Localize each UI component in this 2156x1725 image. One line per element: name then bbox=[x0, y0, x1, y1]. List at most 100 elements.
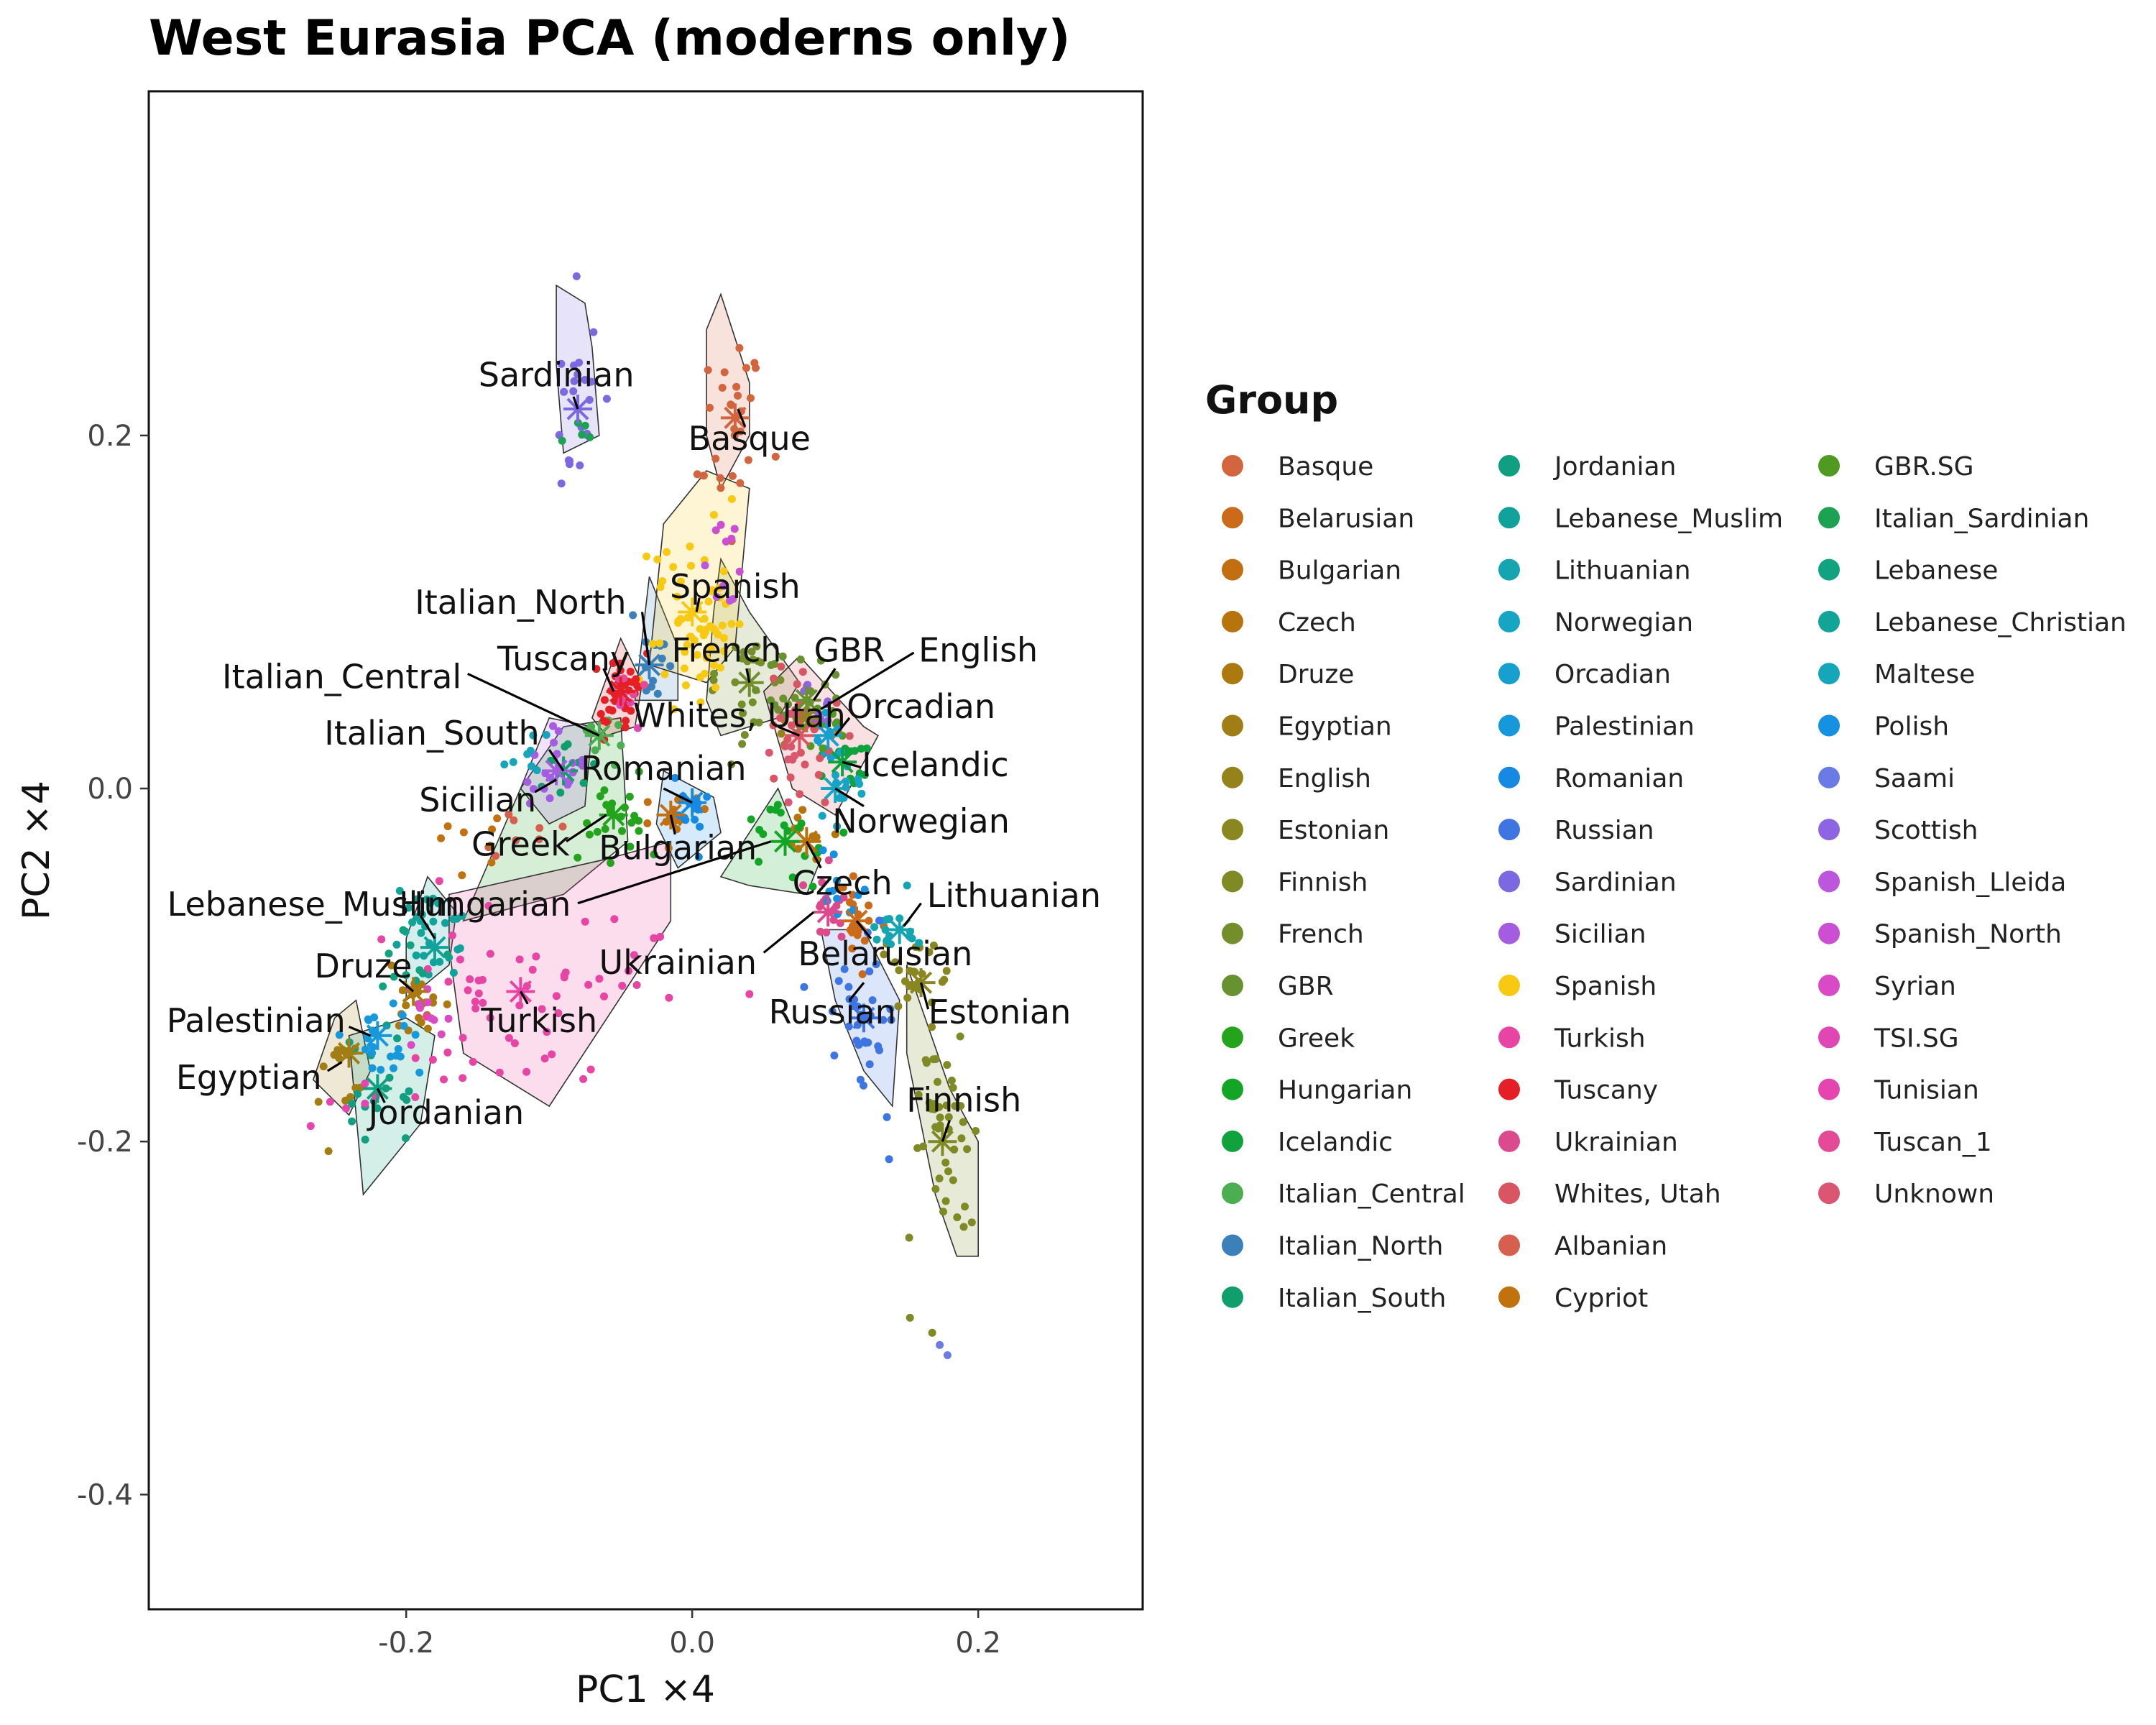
point-lebanese-christian bbox=[413, 895, 421, 903]
point-basque bbox=[704, 366, 712, 374]
point-spanish bbox=[719, 567, 728, 576]
point-whites-utah bbox=[821, 798, 829, 806]
point-tuscany bbox=[609, 659, 617, 667]
point-finnish bbox=[959, 1223, 968, 1231]
point-druze bbox=[402, 1001, 410, 1010]
plot-frame bbox=[147, 90, 1144, 1611]
legend-key bbox=[1222, 1286, 1243, 1308]
point-basque bbox=[706, 403, 714, 412]
point-unknown bbox=[784, 798, 793, 806]
point-palestinian bbox=[370, 1013, 379, 1021]
point-egyptian bbox=[314, 1098, 323, 1106]
legend-key bbox=[1818, 870, 1840, 893]
label-lebanese-muslim: Lebanese_Muslim bbox=[167, 885, 459, 924]
point-sicilian bbox=[578, 756, 586, 764]
point-sicilian bbox=[549, 722, 557, 730]
leader-line-sicilian bbox=[534, 778, 557, 794]
legend-label: Orcadian bbox=[1554, 660, 1671, 689]
point-gbr bbox=[779, 694, 788, 703]
legend-key bbox=[1222, 1026, 1243, 1049]
point-greek bbox=[635, 816, 643, 825]
point-russian bbox=[865, 967, 874, 975]
legend-label: Unknown bbox=[1874, 1179, 1994, 1209]
point-finnish bbox=[967, 1218, 976, 1227]
point-turkish bbox=[444, 978, 453, 986]
point-turkish bbox=[486, 949, 494, 958]
point-russian bbox=[800, 983, 808, 991]
point-italian-sardinian bbox=[578, 431, 586, 439]
point-spanish bbox=[693, 650, 701, 659]
point-czech bbox=[793, 814, 802, 822]
point-jordanian bbox=[354, 1090, 362, 1098]
point-turkish bbox=[411, 1093, 420, 1101]
legend-label: Sicilian bbox=[1554, 920, 1646, 949]
point-lebanese-muslim bbox=[453, 945, 462, 954]
point-finnish bbox=[941, 1197, 950, 1205]
leader-line-romanian bbox=[663, 787, 693, 804]
legend-key bbox=[1498, 507, 1520, 529]
point-maltese bbox=[509, 758, 517, 766]
point-russian bbox=[828, 1007, 837, 1016]
point-turkish bbox=[586, 1065, 595, 1074]
point-spanish bbox=[676, 577, 685, 586]
point-turkish bbox=[464, 986, 472, 995]
point-basque bbox=[750, 359, 759, 367]
point-maltese bbox=[526, 746, 535, 755]
point-gbr bbox=[816, 656, 825, 665]
point-finnish bbox=[925, 1098, 934, 1107]
legend-key bbox=[1222, 870, 1243, 893]
point-whites-utah bbox=[770, 674, 778, 683]
legend-item-albanian: Albanian bbox=[1498, 1232, 1667, 1261]
legend-key bbox=[1222, 1234, 1243, 1256]
point-spanish bbox=[655, 639, 664, 648]
point-finnish bbox=[905, 1233, 913, 1242]
point-finnish bbox=[919, 1142, 928, 1151]
point-spanish bbox=[669, 563, 678, 571]
point-basque bbox=[734, 392, 742, 400]
point-french bbox=[748, 698, 757, 707]
point-spanish bbox=[700, 669, 709, 678]
point-spanish bbox=[653, 555, 662, 564]
point-italian-north bbox=[648, 682, 655, 691]
leader-line-finnish bbox=[941, 1120, 951, 1142]
point-maltese bbox=[533, 766, 541, 775]
point-sardinian bbox=[581, 376, 589, 384]
point-lebanese bbox=[384, 949, 393, 958]
legend-key bbox=[1818, 507, 1840, 529]
legend-key bbox=[1818, 819, 1840, 841]
point-egyptian bbox=[319, 1062, 328, 1071]
point-sicilian bbox=[523, 778, 532, 786]
point-french bbox=[749, 656, 757, 664]
label-bulgarian: Bulgarian bbox=[599, 829, 757, 868]
point-spanish bbox=[686, 542, 694, 551]
point-finnish bbox=[906, 1313, 914, 1322]
point-turkish bbox=[528, 965, 537, 974]
point-polish bbox=[860, 886, 869, 894]
point-palestinian bbox=[335, 1031, 344, 1039]
point-tunisian bbox=[326, 1098, 334, 1106]
point-norwegian bbox=[818, 811, 826, 820]
point-finnish bbox=[931, 1123, 940, 1131]
point-tuscany bbox=[592, 665, 601, 673]
legend-item-jordanian: Jordanian bbox=[1498, 452, 1676, 482]
point-basque bbox=[699, 472, 708, 480]
legend-item-turkish: Turkish bbox=[1498, 1024, 1646, 1053]
label-lithuanian: Lithuanian bbox=[927, 876, 1101, 915]
legend-label: Ukrainian bbox=[1554, 1128, 1678, 1157]
point-turkish bbox=[548, 1050, 556, 1059]
legend-item-lebanese-christian: Lebanese_Christian bbox=[1818, 608, 2127, 638]
point-sicilian bbox=[545, 794, 554, 803]
legend: Group Basque Belarusian Bulgarian Czech Druz… bbox=[1205, 377, 2127, 1313]
legend-label: Cypriot bbox=[1554, 1284, 1648, 1313]
point-gbr-sg bbox=[819, 744, 827, 753]
point-palestinian bbox=[389, 999, 397, 1008]
label-french: French bbox=[671, 630, 781, 669]
label-tuscany: Tuscany bbox=[497, 640, 630, 678]
point-french bbox=[757, 658, 765, 667]
leader-line-estonian bbox=[920, 982, 930, 1010]
legend-key bbox=[1498, 922, 1520, 944]
point-unknown bbox=[791, 752, 799, 760]
point-syrian bbox=[444, 1014, 453, 1023]
point-russian bbox=[834, 977, 843, 985]
point-gbr bbox=[767, 661, 775, 669]
